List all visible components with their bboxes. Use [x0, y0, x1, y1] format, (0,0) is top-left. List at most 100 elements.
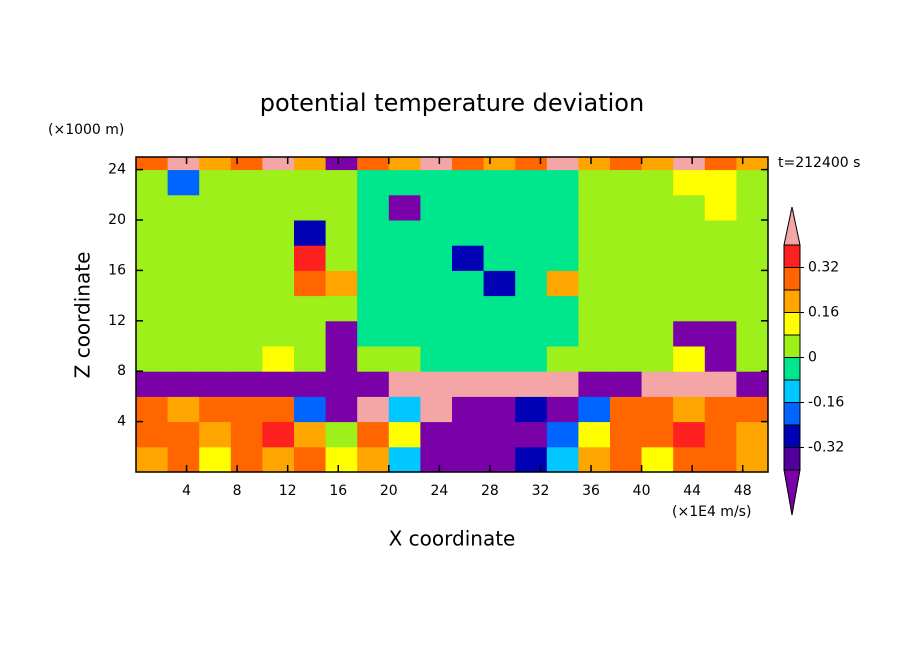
cell	[736, 446, 768, 472]
cell	[704, 421, 737, 448]
cell	[294, 194, 327, 221]
colorbar-tick-label: 0	[808, 350, 817, 366]
colorbar-box	[783, 379, 801, 403]
x-tick-label: 40	[633, 483, 651, 499]
x-axis-title: X coordinate	[389, 527, 516, 551]
cell	[294, 320, 327, 347]
cell	[420, 169, 453, 196]
cell	[388, 396, 421, 423]
cell	[736, 295, 768, 322]
cell	[420, 346, 453, 372]
cell	[578, 320, 611, 347]
cell	[578, 421, 611, 448]
cell	[673, 446, 706, 472]
colorbar-tick-label: -0.16	[808, 395, 844, 411]
cell	[515, 194, 548, 221]
cell	[388, 194, 421, 221]
cell	[420, 320, 453, 347]
cell	[515, 245, 548, 271]
cell	[136, 157, 169, 171]
colorbar-box	[783, 424, 801, 448]
cell	[546, 346, 579, 372]
x-tick-label: 28	[481, 483, 499, 499]
cell	[610, 220, 643, 246]
cell	[199, 396, 232, 423]
cell	[641, 270, 674, 297]
cell	[736, 421, 768, 448]
cell	[578, 220, 611, 246]
cell	[673, 371, 706, 397]
x-unit: (×1E4 m/s)	[672, 504, 751, 520]
cell	[325, 320, 358, 347]
cell	[388, 421, 421, 448]
cell	[388, 220, 421, 246]
cell	[704, 245, 737, 271]
cell	[199, 421, 232, 448]
cell	[230, 245, 263, 271]
cell	[420, 421, 453, 448]
cell	[483, 295, 516, 322]
cell	[641, 320, 674, 347]
cell	[452, 446, 485, 472]
cell	[483, 371, 516, 397]
cell	[388, 245, 421, 271]
cell	[262, 270, 295, 297]
cell	[325, 270, 358, 297]
colorbar-box	[783, 289, 801, 313]
cell	[420, 245, 453, 271]
cell	[357, 446, 390, 472]
cell	[136, 270, 169, 297]
cell	[262, 421, 295, 448]
y-tick-label: 16	[108, 262, 126, 278]
cell	[641, 396, 674, 423]
x-tick-label: 12	[279, 483, 297, 499]
cell	[167, 169, 200, 196]
cell	[452, 194, 485, 221]
cell	[199, 169, 232, 196]
cell	[420, 446, 453, 472]
cell	[262, 220, 295, 246]
cell	[546, 194, 579, 221]
cell	[199, 220, 232, 246]
cell	[515, 446, 548, 472]
cell	[136, 421, 169, 448]
cell	[167, 157, 200, 171]
cell	[483, 396, 516, 423]
cell	[515, 295, 548, 322]
cell	[294, 371, 327, 397]
cell	[673, 295, 706, 322]
cell	[136, 194, 169, 221]
x-tick-label: 48	[734, 483, 752, 499]
cell	[515, 220, 548, 246]
cell	[357, 346, 390, 372]
y-tick-label: 20	[108, 212, 126, 228]
cell	[704, 396, 737, 423]
cell	[641, 371, 674, 397]
cell	[736, 270, 768, 297]
colorbar-box	[783, 244, 801, 268]
cell	[199, 346, 232, 372]
cell	[167, 270, 200, 297]
cell	[452, 295, 485, 322]
cell	[452, 421, 485, 448]
cell	[483, 446, 516, 472]
cell	[483, 220, 516, 246]
cell	[167, 245, 200, 271]
x-tick-label: 36	[582, 483, 600, 499]
cell	[357, 371, 390, 397]
cell	[704, 270, 737, 297]
cell	[199, 270, 232, 297]
cell	[515, 169, 548, 196]
field	[136, 157, 768, 472]
cell	[325, 346, 358, 372]
y-tick-label: 24	[108, 162, 126, 178]
cell	[483, 270, 516, 297]
y-tick-label: 4	[117, 414, 126, 430]
cell	[230, 270, 263, 297]
x-tick-label: 32	[532, 483, 550, 499]
cell	[483, 157, 516, 171]
cell	[388, 446, 421, 472]
cell	[136, 371, 169, 397]
cell	[136, 346, 169, 372]
cell	[230, 169, 263, 196]
